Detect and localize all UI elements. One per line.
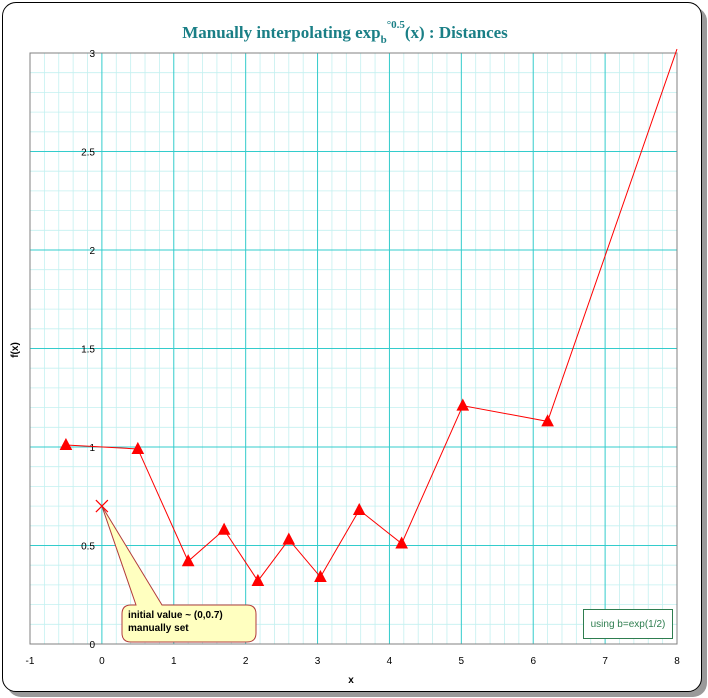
title-tail: (x) : Distances — [405, 23, 508, 42]
chart-frame — [2, 2, 702, 692]
x-tick-label: 5 — [459, 656, 465, 667]
data-point-marker — [352, 502, 366, 516]
callout-annotation: initial value ~ (0,0.7) manually set — [128, 609, 223, 635]
y-tick-label: 1 — [89, 443, 95, 454]
data-point-marker — [181, 554, 195, 567]
title-sub: b — [381, 34, 387, 46]
x-tick-label: 1 — [171, 656, 177, 667]
y-tick-label: 0.5 — [81, 542, 95, 553]
y-axis-label: f(x) — [10, 342, 21, 358]
note-text: using b=exp(1/2) — [590, 618, 666, 630]
data-point-marker — [251, 573, 265, 586]
y-tick-label: 2 — [89, 246, 95, 257]
data-point-marker — [456, 398, 470, 411]
note-box: using b=exp(1/2) — [583, 609, 673, 639]
data-point-marker — [282, 532, 296, 545]
callout-line-1: initial value ~ (0,0.7) — [128, 610, 223, 621]
callout-shape — [101, 505, 257, 643]
plot-area — [29, 52, 678, 645]
x-tick-label: 2 — [243, 656, 249, 667]
x-tick-label: -1 — [26, 656, 35, 667]
x-tick-label: 8 — [674, 656, 680, 667]
data-point-marker — [541, 414, 554, 427]
y-tick-label: 1.5 — [81, 345, 95, 356]
x-tick-label: 4 — [387, 656, 393, 667]
data-point-marker — [395, 536, 408, 549]
title-main: Manually interpolating exp — [182, 23, 380, 42]
x-axis-label: x — [348, 675, 354, 686]
y-tick-label: 3 — [89, 49, 95, 60]
series-group — [59, 48, 678, 586]
x-tick-label: 3 — [315, 656, 321, 667]
x-tick-label: 0 — [99, 656, 105, 667]
x-tick-label: 6 — [530, 656, 536, 667]
title-sup: °0.5 — [387, 19, 406, 31]
y-tick-label: 0 — [89, 640, 95, 651]
data-point-marker — [217, 522, 231, 535]
data-point-marker — [131, 441, 145, 454]
chart-title: Manually interpolating expb°0.5(x) : Dis… — [182, 19, 508, 46]
data-point-marker — [314, 569, 327, 583]
data-point-marker — [59, 437, 73, 451]
x-tick-label: 7 — [602, 656, 608, 667]
tick-labels: -1 0 1 2 3 4 5 6 7 8 0 0.5 1 1.5 2 2.5 3 — [26, 49, 681, 667]
y-tick-label: 2.5 — [81, 148, 95, 159]
series-line — [65, 48, 678, 582]
callout-bubble — [101, 505, 257, 643]
callout-line-2: manually set — [128, 623, 189, 634]
initial-point-marker — [95, 499, 109, 513]
